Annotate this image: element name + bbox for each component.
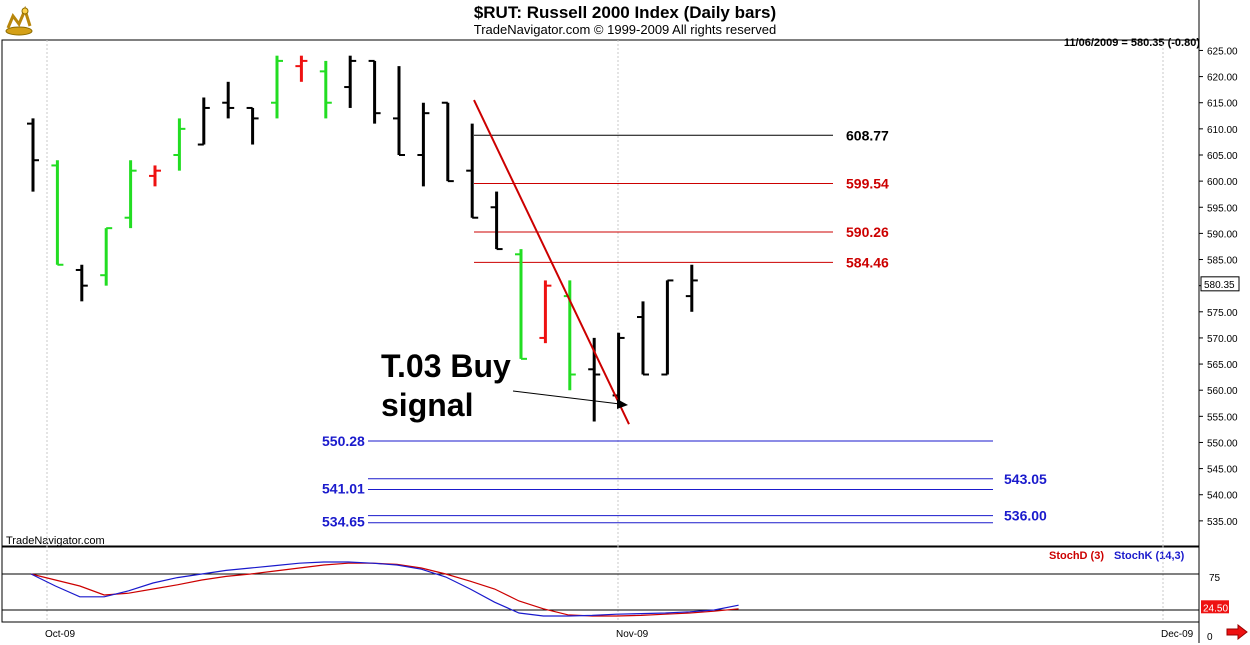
- price-bar: [124, 160, 137, 229]
- y-tick-label: 550.00: [1207, 438, 1238, 449]
- price-bar: [173, 118, 186, 171]
- trendline: [473, 99, 630, 425]
- x-tick-label: Dec-09: [1161, 629, 1194, 640]
- y-tick-label: 600.00: [1207, 177, 1238, 188]
- price-bar: [637, 301, 649, 376]
- y-tick-label: 585.00: [1207, 256, 1238, 267]
- y-tick-label: 625.00: [1207, 46, 1238, 57]
- y-tick-label: 620.00: [1207, 73, 1238, 84]
- price-bar: [271, 55, 283, 119]
- y-tick-label: 560.00: [1207, 386, 1238, 397]
- price-bar: [490, 191, 503, 251]
- price-bar: [100, 227, 113, 286]
- y-tick-label: 615.00: [1207, 99, 1238, 110]
- price-bars: [27, 55, 698, 422]
- level-label: 536.00: [1004, 508, 1047, 524]
- price-bar: [319, 60, 332, 119]
- price-bar: [246, 106, 259, 145]
- y-tick-label: 555.00: [1207, 412, 1238, 423]
- stoch-tick-label: 0: [1207, 632, 1213, 643]
- price-bar: [393, 66, 405, 156]
- scroll-right-arrow-icon[interactable]: [1226, 623, 1248, 645]
- stoch-value-label: 24.50: [1203, 603, 1228, 614]
- fib-levels: 608.77 599.54 590.26 584.46 550.28 543.05 541.…: [322, 127, 1047, 529]
- price-bar: [295, 55, 308, 82]
- y-tick-label: 605.00: [1207, 151, 1238, 162]
- level-label: 541.01: [322, 480, 365, 496]
- stoch-series-line: [30, 561, 739, 617]
- x-tick-label: Nov-09: [616, 629, 649, 640]
- y-tick-label: 575.00: [1207, 308, 1238, 319]
- y-tick-label: 570.00: [1207, 334, 1238, 345]
- tradenavigator-logo-icon[interactable]: [3, 5, 35, 41]
- price-bar: [149, 165, 161, 187]
- price-bar: [51, 160, 64, 266]
- price-bar: [368, 59, 381, 124]
- price-bar: [27, 118, 39, 192]
- level-label: 550.28: [322, 433, 365, 449]
- stoch-series-line: [30, 562, 739, 617]
- annotation-arrowhead: [617, 399, 628, 409]
- y-tick-label: 535.00: [1207, 517, 1238, 528]
- stochastic-panel: 75 0 24.50: [2, 561, 1229, 643]
- trendline-group: [473, 99, 630, 425]
- legend-stochk: StochK (14,3): [1114, 550, 1185, 562]
- y-tick-label: 590.00: [1207, 229, 1238, 240]
- chart-title: $RUT: Russell 2000 Index (Daily bars): [473, 3, 777, 22]
- price-axis: 535.00 540.00 545.00 550.00 555.00 560.00 565.…: [1199, 46, 1240, 528]
- price-bar: [685, 264, 698, 312]
- price-bar: [539, 280, 552, 344]
- level-label: 543.05: [1004, 471, 1047, 487]
- y-tick-label: 545.00: [1207, 465, 1238, 476]
- level-label: 608.77: [846, 127, 889, 143]
- price-bar: [417, 102, 430, 187]
- y-tick-label: 565.00: [1207, 360, 1238, 371]
- price-bar: [661, 279, 674, 376]
- annotation-arrow: [512, 390, 621, 405]
- y-tick-label: 595.00: [1207, 203, 1238, 214]
- last-price-label: 580.35: [1204, 280, 1235, 291]
- price-bar: [466, 123, 479, 219]
- price-bar: [515, 249, 527, 360]
- level-label: 599.54: [846, 176, 889, 192]
- last-price-box: [1200, 276, 1240, 292]
- date-axis: Oct-09 Nov-09 Dec-09: [45, 629, 1194, 640]
- y-tick-label: 540.00: [1207, 491, 1238, 502]
- y-tick-label: 610.00: [1207, 125, 1238, 136]
- watermark: TradeNavigator.com: [6, 535, 105, 547]
- x-tick-label: Oct-09: [45, 629, 75, 640]
- annotation-text: T.03 Buy: [381, 348, 511, 384]
- legend-stochd: StochD (3): [1049, 550, 1104, 562]
- annotation-text: signal: [381, 387, 473, 423]
- price-bar: [197, 97, 210, 146]
- chart-frame: [1, 0, 1200, 643]
- level-label: 534.65: [322, 514, 365, 530]
- stoch-value-box: [1201, 600, 1229, 614]
- price-bar: [441, 101, 454, 183]
- price-bar: [344, 55, 357, 108]
- level-label: 590.26: [846, 224, 889, 240]
- copyright-notice: TradeNavigator.com © 1999-2009 All right…: [473, 22, 777, 37]
- stoch-tick-label: 75: [1209, 573, 1221, 584]
- price-bar: [563, 280, 576, 391]
- level-label: 584.46: [846, 254, 889, 270]
- price-bar: [222, 81, 235, 119]
- price-bar: [75, 264, 88, 302]
